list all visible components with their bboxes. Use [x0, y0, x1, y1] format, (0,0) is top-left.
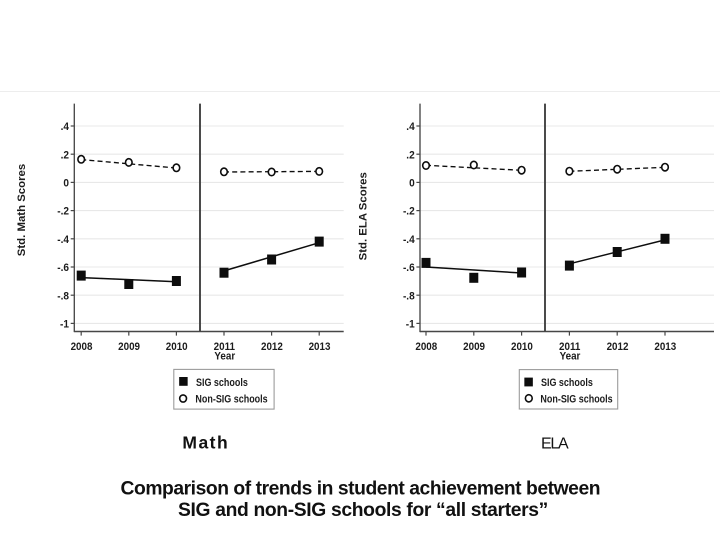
svg-text:-.4: -.4	[403, 233, 415, 246]
svg-text:2013: 2013	[309, 340, 331, 353]
svg-text:SIG and non-SIG schools for “a: SIG and non-SIG schools for “all starter…	[178, 500, 548, 521]
svg-text:Non-SIG schools: Non-SIG schools	[540, 394, 613, 406]
svg-text:-.8: -.8	[403, 290, 415, 303]
svg-text:-1: -1	[60, 318, 69, 331]
svg-text:SIG schools: SIG schools	[196, 377, 248, 389]
svg-text:-.2: -.2	[403, 205, 415, 218]
svg-text:Year: Year	[214, 350, 235, 363]
svg-text:-1: -1	[406, 318, 415, 331]
svg-text:2008: 2008	[415, 340, 437, 353]
svg-text:SIG schools: SIG schools	[541, 377, 593, 389]
svg-text:-.6: -.6	[57, 262, 69, 275]
svg-text:Std. Math Scores: Std. Math Scores	[16, 164, 28, 256]
svg-text:2011: 2011	[214, 340, 235, 353]
svg-text:2013: 2013	[654, 340, 676, 353]
svg-text:-.2: -.2	[57, 205, 69, 218]
svg-text:2012: 2012	[607, 340, 629, 353]
svg-text:2009: 2009	[118, 340, 140, 353]
svg-text:Std. ELA Scores: Std. ELA Scores	[357, 172, 369, 260]
svg-text:.4: .4	[406, 121, 414, 134]
svg-text:2009: 2009	[463, 340, 485, 353]
svg-text:Non-SIG schools: Non-SIG schools	[195, 394, 268, 406]
svg-text:ELA: ELA	[541, 436, 569, 453]
svg-text:0: 0	[63, 177, 69, 190]
svg-text:-.4: -.4	[57, 233, 69, 246]
svg-text:Math: Math	[182, 433, 229, 453]
svg-text:-.6: -.6	[403, 262, 415, 275]
svg-text:Year: Year	[560, 350, 581, 363]
svg-text:Comparison of trends in studen: Comparison of trends in student achievem…	[121, 479, 601, 500]
svg-text:.2: .2	[61, 149, 69, 162]
svg-text:2011: 2011	[559, 340, 580, 353]
svg-text:2010: 2010	[511, 340, 533, 353]
svg-text:2010: 2010	[166, 340, 188, 353]
svg-text:.2: .2	[406, 149, 414, 162]
svg-text:0: 0	[409, 177, 415, 190]
svg-text:2012: 2012	[261, 340, 283, 353]
svg-text:.4: .4	[61, 121, 69, 134]
svg-text:-.8: -.8	[57, 290, 69, 303]
svg-text:2008: 2008	[71, 340, 93, 353]
